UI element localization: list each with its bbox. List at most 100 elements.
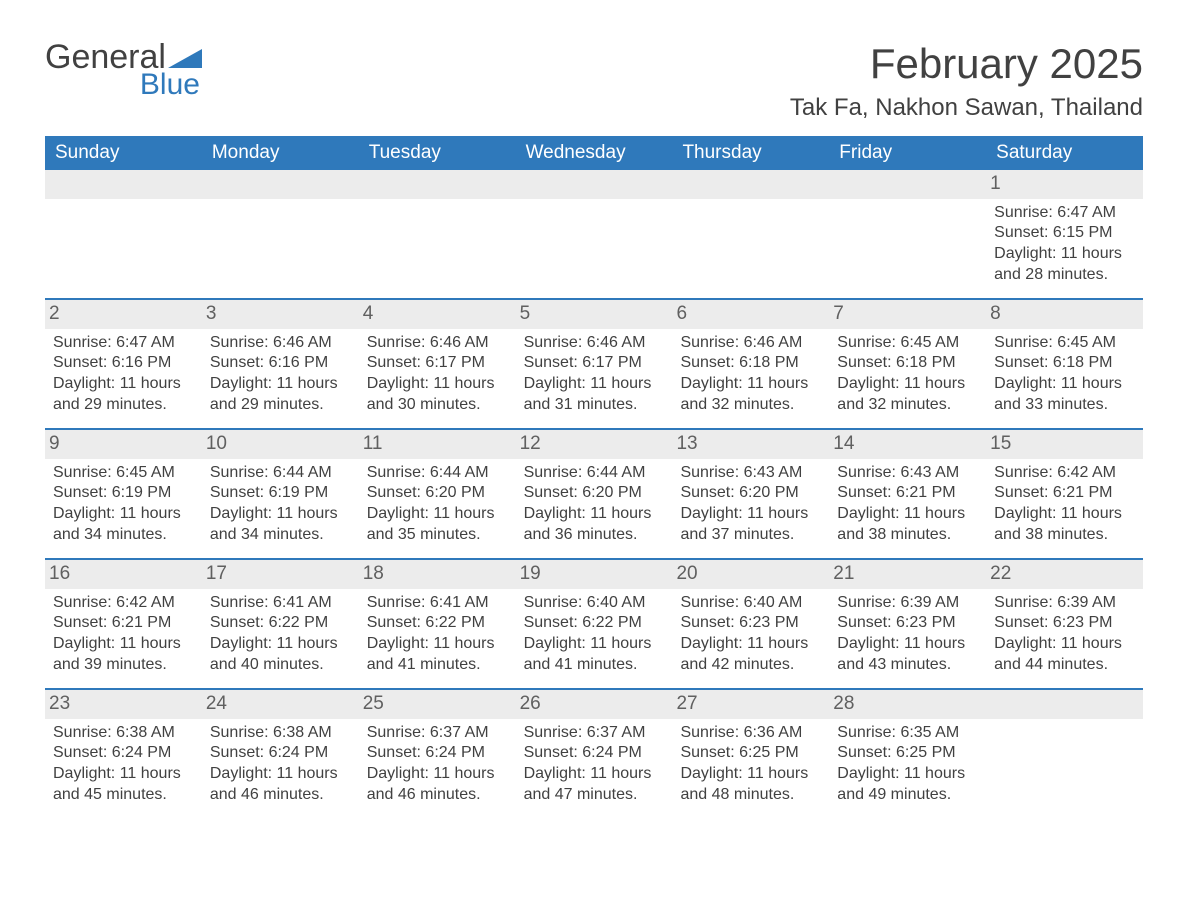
day-cell: 17Sunrise: 6:41 AMSunset: 6:22 PMDayligh… <box>202 560 359 688</box>
day-cell: 15Sunrise: 6:42 AMSunset: 6:21 PMDayligh… <box>986 430 1143 558</box>
sunset-text: Sunset: 6:23 PM <box>994 613 1135 634</box>
daylight-text: Daylight: 11 hours and 38 minutes. <box>837 504 978 546</box>
daylight-text: Daylight: 11 hours and 35 minutes. <box>367 504 508 546</box>
day-cell: 1Sunrise: 6:47 AMSunset: 6:15 PMDaylight… <box>986 170 1143 298</box>
day-number: 27 <box>672 690 829 719</box>
daylight-text: Daylight: 11 hours and 34 minutes. <box>210 504 351 546</box>
day-cell-empty <box>986 690 1143 818</box>
sunrise-text: Sunrise: 6:46 AM <box>367 333 508 354</box>
sunrise-text: Sunrise: 6:46 AM <box>210 333 351 354</box>
day-number: 1 <box>986 170 1143 199</box>
day-cell-empty <box>359 170 516 298</box>
weekday-thursday: Thursday <box>672 136 829 170</box>
sunset-text: Sunset: 6:24 PM <box>210 743 351 764</box>
sunrise-text: Sunrise: 6:42 AM <box>53 593 194 614</box>
day-cell: 12 Sunrise: 6:44 AMSunset: 6:20 PMDayligh… <box>516 430 673 558</box>
week-row: 23Sunrise: 6:38 AMSunset: 6:24 PMDayligh… <box>45 688 1143 818</box>
day-number: 17 <box>202 560 359 589</box>
day-cell: 4 Sunrise: 6:46 AMSunset: 6:17 PMDaylight… <box>359 300 516 428</box>
sunset-text: Sunset: 6:18 PM <box>680 353 821 374</box>
day-number: 21 <box>829 560 986 589</box>
sunrise-text: Sunrise: 6:38 AM <box>53 723 194 744</box>
sunrise-text: Sunrise: 6:38 AM <box>210 723 351 744</box>
sunset-text: Sunset: 6:24 PM <box>524 743 665 764</box>
daylight-text: Daylight: 11 hours and 32 minutes. <box>680 374 821 416</box>
day-number: 24 <box>202 690 359 719</box>
day-number: 23 <box>45 690 202 719</box>
sunset-text: Sunset: 6:15 PM <box>994 223 1135 244</box>
daylight-text: Daylight: 11 hours and 39 minutes. <box>53 634 194 676</box>
daylight-text: Daylight: 11 hours and 41 minutes. <box>524 634 665 676</box>
daylight-text: Daylight: 11 hours and 40 minutes. <box>210 634 351 676</box>
sunset-text: Sunset: 6:17 PM <box>524 353 665 374</box>
daylight-text: Daylight: 11 hours and 36 minutes. <box>524 504 665 546</box>
day-number: 25 <box>359 690 516 719</box>
day-number: 10 <box>202 430 359 459</box>
weekday-tuesday: Tuesday <box>359 136 516 170</box>
daylight-text: Daylight: 11 hours and 29 minutes. <box>210 374 351 416</box>
sunset-text: Sunset: 6:16 PM <box>53 353 194 374</box>
weekday-wednesday: Wednesday <box>516 136 673 170</box>
day-number: 5 <box>516 300 673 329</box>
sunrise-text: Sunrise: 6:40 AM <box>680 593 821 614</box>
sunrise-text: Sunrise: 6:37 AM <box>367 723 508 744</box>
day-cell: 21 Sunrise: 6:39 AMSunset: 6:23 PMDayligh… <box>829 560 986 688</box>
sunset-text: Sunset: 6:19 PM <box>53 483 194 504</box>
day-number: 12 <box>516 430 673 459</box>
daylight-text: Daylight: 11 hours and 44 minutes. <box>994 634 1135 676</box>
day-cell: 7Sunrise: 6:45 AMSunset: 6:18 PMDaylight… <box>829 300 986 428</box>
day-number: 6 <box>672 300 829 329</box>
day-cell: 16Sunrise: 6:42 AMSunset: 6:21 PMDayligh… <box>45 560 202 688</box>
day-number <box>516 170 673 199</box>
daylight-text: Daylight: 11 hours and 41 minutes. <box>367 634 508 676</box>
sunrise-text: Sunrise: 6:46 AM <box>524 333 665 354</box>
sunset-text: Sunset: 6:25 PM <box>680 743 821 764</box>
daylight-text: Daylight: 11 hours and 29 minutes. <box>53 374 194 416</box>
week-row: 16Sunrise: 6:42 AMSunset: 6:21 PMDayligh… <box>45 558 1143 688</box>
daylight-text: Daylight: 11 hours and 43 minutes. <box>837 634 978 676</box>
sunset-text: Sunset: 6:20 PM <box>680 483 821 504</box>
sunset-text: Sunset: 6:18 PM <box>994 353 1135 374</box>
day-cell: 10Sunrise: 6:44 AMSunset: 6:19 PMDayligh… <box>202 430 359 558</box>
day-number: 22 <box>986 560 1143 589</box>
sunset-text: Sunset: 6:17 PM <box>367 353 508 374</box>
sunset-text: Sunset: 6:20 PM <box>524 483 665 504</box>
sunrise-text: Sunrise: 6:44 AM <box>367 463 508 484</box>
day-number: 18 <box>359 560 516 589</box>
sunrise-text: Sunrise: 6:44 AM <box>524 463 665 484</box>
day-number: 11 <box>359 430 516 459</box>
day-cell-empty <box>45 170 202 298</box>
day-cell: 2Sunrise: 6:47 AMSunset: 6:16 PMDaylight… <box>45 300 202 428</box>
day-cell-empty <box>516 170 673 298</box>
sunset-text: Sunset: 6:24 PM <box>53 743 194 764</box>
sunset-text: Sunset: 6:23 PM <box>837 613 978 634</box>
sunrise-text: Sunrise: 6:40 AM <box>524 593 665 614</box>
sunrise-text: Sunrise: 6:37 AM <box>524 723 665 744</box>
day-cell: 25Sunrise: 6:37 AMSunset: 6:24 PMDayligh… <box>359 690 516 818</box>
day-number <box>672 170 829 199</box>
daylight-text: Daylight: 11 hours and 28 minutes. <box>994 244 1135 286</box>
day-cell: 18Sunrise: 6:41 AMSunset: 6:22 PMDayligh… <box>359 560 516 688</box>
daylight-text: Daylight: 11 hours and 49 minutes. <box>837 764 978 806</box>
daylight-text: Daylight: 11 hours and 34 minutes. <box>53 504 194 546</box>
logo-word2: Blue <box>45 70 202 100</box>
daylight-text: Daylight: 11 hours and 30 minutes. <box>367 374 508 416</box>
daylight-text: Daylight: 11 hours and 38 minutes. <box>994 504 1135 546</box>
month-title: February 2025 <box>790 40 1143 88</box>
weekday-sunday: Sunday <box>45 136 202 170</box>
sunset-text: Sunset: 6:21 PM <box>837 483 978 504</box>
sunrise-text: Sunrise: 6:45 AM <box>53 463 194 484</box>
daylight-text: Daylight: 11 hours and 37 minutes. <box>680 504 821 546</box>
day-number: 14 <box>829 430 986 459</box>
sunrise-text: Sunrise: 6:39 AM <box>837 593 978 614</box>
sunset-text: Sunset: 6:16 PM <box>210 353 351 374</box>
day-cell: 13Sunrise: 6:43 AMSunset: 6:20 PMDayligh… <box>672 430 829 558</box>
day-number: 16 <box>45 560 202 589</box>
day-cell: 6Sunrise: 6:46 AMSunset: 6:18 PMDaylight… <box>672 300 829 428</box>
day-number: 4 <box>359 300 516 329</box>
day-number: 2 <box>45 300 202 329</box>
daylight-text: Daylight: 11 hours and 46 minutes. <box>367 764 508 806</box>
day-number: 7 <box>829 300 986 329</box>
day-cell-empty <box>202 170 359 298</box>
week-row: 9Sunrise: 6:45 AMSunset: 6:19 PMDaylight… <box>45 428 1143 558</box>
